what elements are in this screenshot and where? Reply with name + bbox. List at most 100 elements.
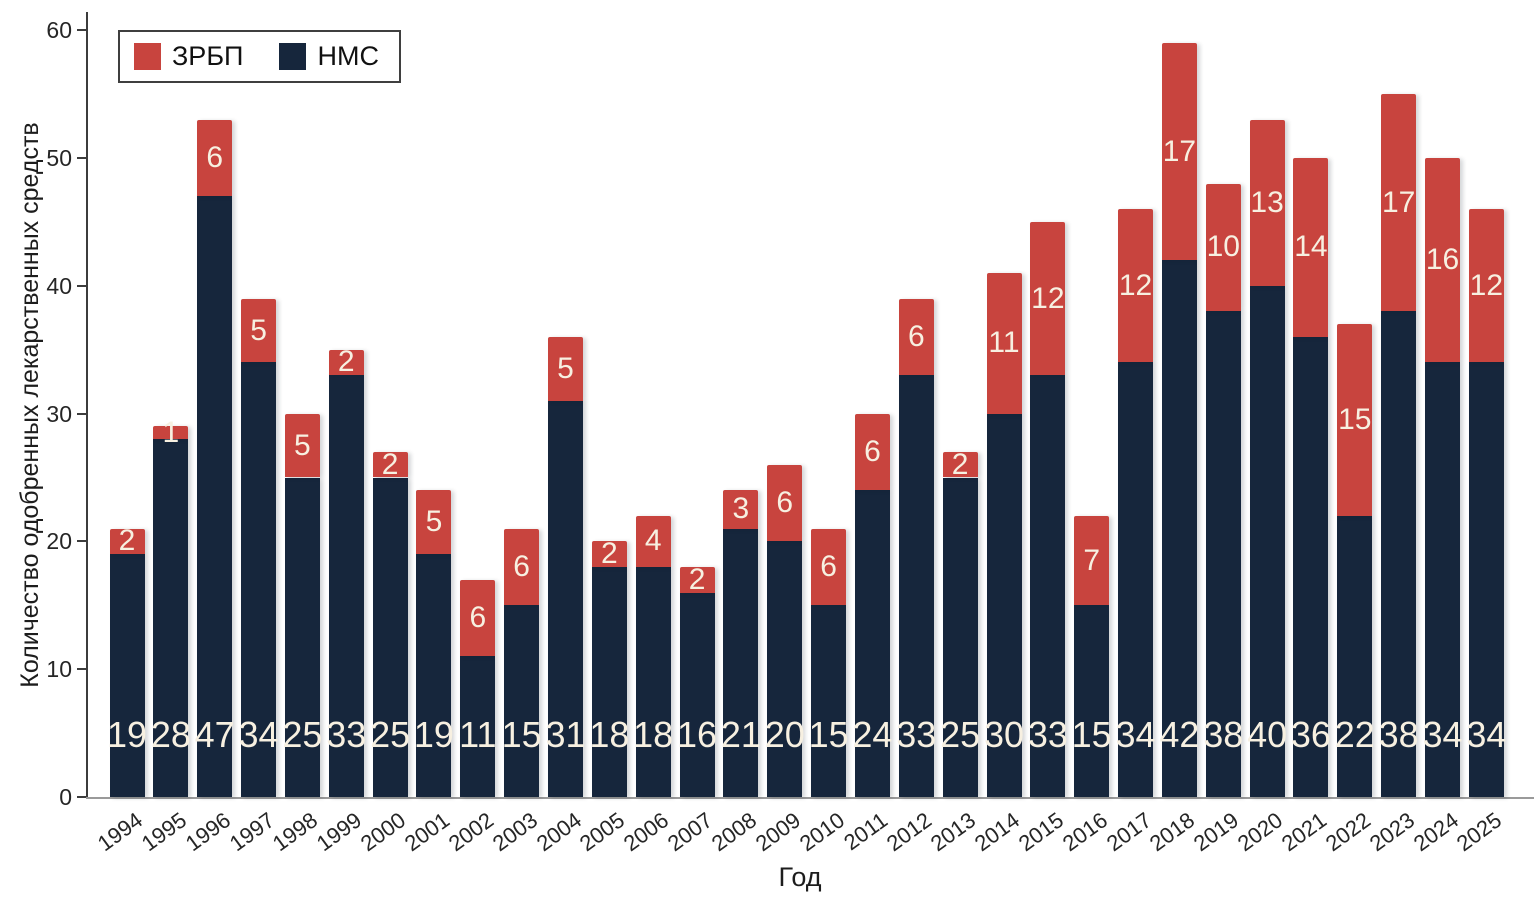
- bar-segment-zrbp: [1293, 158, 1329, 337]
- bar-value-nms: 34: [1115, 714, 1156, 755]
- bar-segment-zrbp: [1249, 119, 1285, 286]
- bar-value-zrbp: 3: [732, 492, 750, 526]
- legend-label-nms: НМС: [317, 41, 379, 71]
- bar-segment-nms: [416, 554, 452, 797]
- x-tick-label: 2003: [487, 807, 542, 857]
- x-tick-label: 2024: [1408, 807, 1463, 857]
- bar-segment-zrbp: [591, 541, 627, 567]
- bar-value-zrbp: 17: [1381, 185, 1416, 219]
- bar-segment-nms: [1205, 311, 1241, 797]
- x-tick-label: 2017: [1101, 807, 1156, 857]
- bar-value-zrbp: 14: [1294, 230, 1328, 264]
- y-tick-label: 30: [46, 400, 72, 427]
- bar-value-nms: 11: [459, 714, 497, 755]
- bar-value-nms: 16: [677, 714, 718, 755]
- bar-value-nms: 15: [808, 714, 849, 755]
- x-tick-label: 2018: [1145, 807, 1200, 857]
- bar-segment-nms: [460, 656, 496, 797]
- x-tick-label: 2021: [1276, 807, 1332, 857]
- bar-value-zrbp: 11: [988, 326, 1020, 360]
- bar-segment-zrbp: [284, 413, 320, 478]
- bar-value-zrbp: 6: [206, 141, 224, 174]
- bar-segment-nms: [1074, 605, 1110, 797]
- bar-segment-nms: [1381, 311, 1417, 797]
- bar-segment-zrbp: [898, 298, 934, 376]
- y-axis-line: [86, 12, 88, 799]
- bar-segment-zrbp: [241, 298, 277, 363]
- bar-value-zrbp: 2: [688, 562, 706, 596]
- x-tick-label: 2000: [355, 807, 411, 857]
- bar-value-nms: 25: [940, 714, 981, 755]
- bar-segment-nms: [504, 605, 540, 797]
- bar-segment-zrbp: [1425, 158, 1460, 363]
- bar-value-zrbp: 12: [1118, 268, 1153, 302]
- bar-value-nms: 25: [370, 714, 411, 755]
- bar-segment-nms: [723, 528, 759, 797]
- x-tick-label: 1997: [224, 807, 279, 857]
- x-tick-label: 2023: [1364, 807, 1419, 857]
- bar-value-nms: 40: [1247, 714, 1288, 755]
- bar-segment-nms: [284, 477, 320, 797]
- bar-value-nms: 33: [326, 714, 367, 755]
- bar-value-zrbp: 2: [381, 447, 399, 481]
- bar-value-zrbp: 6: [776, 486, 794, 520]
- bar-value-zrbp: 6: [469, 601, 487, 635]
- x-tick-label: 2008: [706, 807, 761, 857]
- bar-value-zrbp: 5: [425, 505, 443, 539]
- y-tick-mark: [77, 412, 86, 415]
- bar-value-zrbp: 5: [294, 428, 311, 462]
- bar-segment-zrbp: [854, 413, 890, 491]
- bar-segment-zrbp: [811, 528, 847, 606]
- bar-segment-zrbp: [153, 426, 189, 440]
- x-tick-label: 2022: [1320, 807, 1375, 857]
- legend-item-zrbp: ЗРБП: [134, 43, 243, 70]
- bar-value-nms: 19: [413, 714, 454, 755]
- bar-segment-zrbp: [460, 579, 496, 657]
- bar-segment-nms: [241, 362, 277, 797]
- bar-value-zrbp: 6: [864, 434, 881, 468]
- bar-value-nms: 38: [1203, 714, 1244, 755]
- bar-segment-nms: [1118, 362, 1154, 797]
- bar-segment-nms: [986, 413, 1022, 797]
- legend: ЗРБП НМС: [118, 30, 401, 83]
- bar-value-zrbp: 5: [250, 313, 267, 347]
- x-tick-label: 2002: [443, 807, 498, 857]
- bar-segment-nms: [811, 605, 847, 797]
- bar-value-nms: 18: [633, 714, 674, 755]
- bar-segment-zrbp: [109, 528, 145, 555]
- bar-segment-zrbp: [548, 336, 583, 401]
- bar-segment-zrbp: [328, 349, 364, 376]
- bar-value-zrbp: 2: [118, 524, 136, 558]
- bar-value-zrbp: 7: [1083, 543, 1101, 577]
- x-tick-label: 2001: [399, 807, 455, 857]
- bar-value-nms: 33: [896, 714, 937, 755]
- bar-segment-zrbp: [1118, 209, 1154, 363]
- bar-segment-nms: [591, 566, 627, 797]
- bar-segment-nms: [767, 541, 803, 797]
- bar-value-zrbp: 15: [1338, 402, 1372, 436]
- bar-value-nms: 47: [194, 714, 235, 755]
- x-tick-label: 2015: [1013, 807, 1068, 857]
- y-tick-label: 10: [46, 656, 72, 683]
- bar-value-zrbp: 6: [907, 319, 925, 353]
- bar-segment-zrbp: [416, 490, 452, 555]
- y-tick-label: 40: [46, 272, 72, 299]
- bar-segment-nms: [679, 592, 715, 797]
- bar-segment-zrbp: [1074, 515, 1110, 606]
- x-tick-label: 2014: [969, 807, 1025, 857]
- bar-value-nms: 36: [1290, 714, 1331, 755]
- bar-value-nms: 34: [1422, 714, 1463, 755]
- bar-value-nms: 15: [501, 714, 542, 755]
- bar-value-zrbp: 16: [1425, 243, 1460, 277]
- bar-segment-nms: [1030, 375, 1066, 797]
- x-tick-label: 1994: [92, 807, 148, 857]
- bar-segment-zrbp: [1468, 209, 1504, 363]
- y-tick-label: 20: [46, 528, 72, 555]
- bar-segment-nms: [1468, 362, 1504, 797]
- y-tick-mark: [77, 796, 86, 798]
- x-tick-label: 1995: [136, 807, 191, 857]
- bar-segment-zrbp: [1381, 94, 1417, 312]
- bar-value-zrbp: 2: [601, 537, 618, 571]
- x-tick-label: 2012: [882, 807, 937, 857]
